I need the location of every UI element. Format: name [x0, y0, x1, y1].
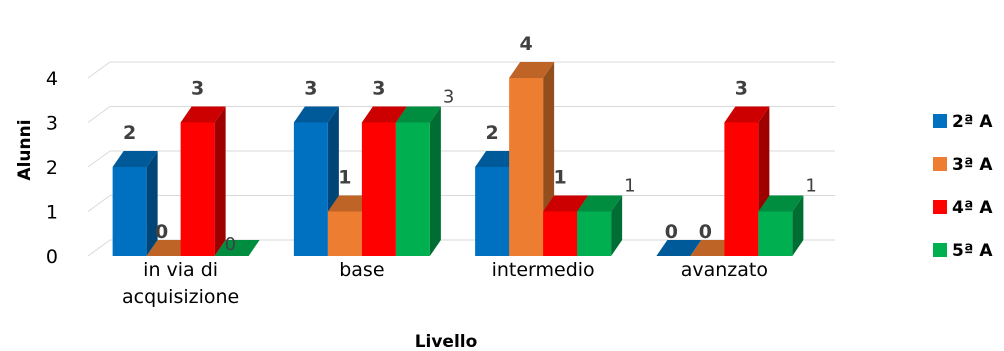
bar-top	[112, 151, 158, 167]
bar-top	[146, 240, 192, 256]
bar	[656, 240, 702, 256]
bar-top	[475, 151, 521, 167]
bar-top	[395, 106, 441, 123]
bar-front	[293, 122, 328, 256]
category-label: avanzato	[681, 259, 768, 281]
data-label: 3	[735, 78, 748, 100]
y-tick-label: 3	[46, 113, 58, 135]
grid-diagonal	[87, 239, 111, 257]
legend-swatch	[933, 243, 947, 257]
bar-top	[509, 62, 555, 78]
legend: 2ª A 3ª A 4ª A 5ª A	[933, 112, 993, 261]
category-label: intermedio	[492, 259, 595, 281]
bar-top	[758, 195, 804, 212]
bar-front	[509, 78, 544, 256]
bar-front	[577, 211, 612, 256]
data-label: 3	[191, 78, 204, 100]
bar-top	[180, 106, 226, 123]
bar-front	[758, 211, 793, 256]
bar	[180, 106, 226, 256]
legend-label: 5ª A	[952, 241, 993, 261]
data-label: 3	[304, 78, 317, 100]
bar-side	[214, 106, 226, 256]
category-label: in via di acquisizione	[122, 259, 239, 308]
bar-front	[395, 122, 430, 256]
y-tick-label: 1	[46, 202, 58, 224]
y-axis-ticks: 0 1 2 3 4	[46, 68, 58, 268]
bar-front	[112, 167, 147, 256]
data-label: 2	[486, 122, 499, 144]
bar-side	[429, 106, 441, 256]
y-axis-title: Alunni	[15, 119, 35, 180]
grid-diagonal	[87, 61, 111, 79]
bar-top	[577, 195, 623, 212]
category-label: base	[339, 259, 384, 281]
bar-top	[656, 240, 702, 256]
y-tick-label: 2	[46, 157, 58, 179]
bar-front	[180, 122, 215, 256]
bar	[214, 240, 260, 256]
data-label: 0	[155, 221, 168, 243]
legend-swatch	[933, 157, 947, 171]
data-label: 1	[805, 176, 816, 197]
bar	[577, 195, 623, 256]
bar-front	[475, 167, 510, 256]
bar-top	[361, 106, 407, 123]
legend-label: 4ª A	[952, 198, 993, 218]
y-tick-label: 4	[46, 68, 58, 90]
data-label: 4	[520, 33, 533, 55]
bar-top	[690, 240, 736, 256]
bar	[395, 106, 441, 256]
bar-front	[361, 122, 396, 256]
data-label: 1	[338, 167, 351, 189]
bar-front	[724, 122, 759, 256]
bar	[146, 240, 192, 256]
bar-top	[214, 240, 260, 256]
bar-side	[146, 151, 158, 256]
grid-diagonal	[87, 195, 111, 212]
bar	[690, 240, 736, 256]
data-label: 3	[372, 78, 385, 100]
y-tick-label: 0	[46, 246, 58, 268]
bar	[758, 195, 804, 256]
data-label: 3	[443, 87, 454, 108]
data-label: 0	[225, 234, 236, 255]
legend-label: 2ª A	[952, 112, 993, 132]
bar-side	[792, 195, 804, 256]
data-label: 0	[699, 221, 712, 243]
legend-label: 3ª A	[952, 155, 993, 175]
bars	[112, 62, 804, 256]
grid-diagonal	[87, 106, 111, 123]
bar	[293, 106, 339, 256]
bar-top	[724, 106, 770, 123]
bar-side	[611, 195, 623, 256]
data-label: 0	[665, 221, 678, 243]
bar-front	[543, 211, 578, 256]
data-label: 1	[624, 176, 635, 197]
grid-diagonal	[87, 150, 111, 168]
bar-top	[327, 195, 373, 212]
legend-swatch	[933, 200, 947, 214]
data-label: 1	[554, 167, 567, 189]
bar-top	[543, 195, 589, 212]
bar	[112, 151, 158, 256]
legend-swatch	[933, 114, 947, 128]
bar-top	[293, 106, 339, 123]
x-axis-categories: in via di acquisizione base intermedio avanz…	[122, 259, 768, 308]
x-axis-title: Livello	[415, 332, 478, 351]
data-label: 2	[123, 122, 136, 144]
bar-front	[327, 211, 362, 256]
